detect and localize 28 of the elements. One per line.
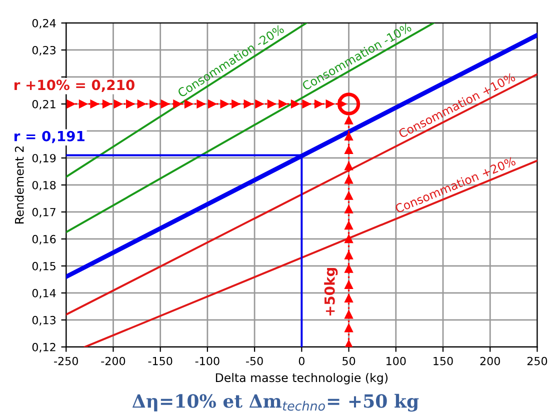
y-tick-label: 0,23 (32, 46, 56, 56)
y-tick-label: 0,17 (32, 208, 56, 218)
y-tick-label: 0,12 (32, 342, 56, 352)
y-tick-label: 0,21 (32, 100, 56, 110)
y-tick-label: 0,19 (32, 154, 56, 164)
x-tick-label: 150 (434, 356, 453, 366)
annotation: r = 0,191 (14, 130, 84, 144)
x-tick-label: 50 (342, 356, 356, 366)
y-tick-label: 0,13 (32, 316, 56, 326)
x-tick-label: -200 (101, 356, 126, 366)
y-tick-label: 0,16 (32, 234, 56, 244)
text: Δη=10% et Δm$_{techno}$= +50 kg (132, 394, 419, 412)
x-tick-label: -50 (246, 356, 263, 366)
y-tick-label: 0,18 (32, 180, 56, 190)
y-axis-title: Rendement 2 (14, 146, 24, 224)
y-tick-label: 0,15 (32, 262, 56, 272)
x-tick-label: 100 (386, 356, 406, 366)
x-tick-label: 250 (527, 356, 548, 366)
y-tick-label: 0,14 (32, 288, 56, 298)
x-tick-label: 200 (480, 356, 500, 366)
annotation: r +10% = 0,210 (14, 80, 134, 92)
x-tick-label: -150 (148, 356, 172, 366)
x-axis-title: Delta masse technologie (kg) (216, 372, 388, 384)
y-tick-label: 0,24 (32, 18, 56, 29)
x-tick-label: 0 (298, 356, 304, 366)
annotation: +50kg (324, 268, 338, 316)
x-tick-label: -250 (54, 356, 78, 366)
x-tick-label: -100 (195, 356, 220, 366)
